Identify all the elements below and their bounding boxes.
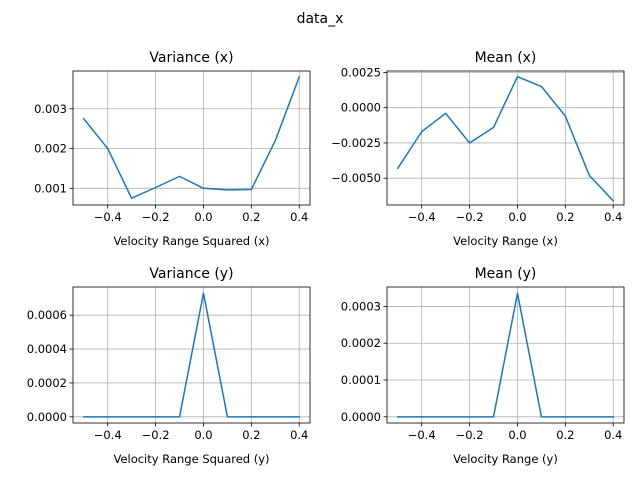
x-tick-label: −0.2 [456,428,484,442]
y-tick-label: 0.0025 [341,65,381,79]
x-tick-label: 0.4 [290,210,308,224]
x-tick-label: 0.2 [556,210,574,224]
x-tick-label: −0.4 [94,210,122,224]
y-tick-label: 0.0001 [341,373,381,387]
x-tick-label: 0.0 [194,210,212,224]
x-tick-label: 0.4 [290,428,308,442]
x-tick-label: −0.4 [94,428,122,442]
chart-title: Variance (y) [149,266,233,282]
axes-frame [72,286,311,424]
y-tick-label: 0.0003 [341,299,381,313]
y-tick-label: 0.0004 [27,342,67,356]
y-tick-label: −0.0050 [331,171,381,185]
figure-suptitle: data_x [297,11,344,27]
x-tick-label: −0.2 [142,428,170,442]
chart-panel-3: −0.4 −0.2 0.0 0.2 0.4 0.0000 0.0002 0.0004 0.000… [27,266,311,466]
x-tick-label: −0.2 [456,210,484,224]
y-tick-label: −0.0025 [331,136,381,150]
x-axis-label: Velocity Range (x) [453,234,558,248]
x-tick-label: −0.4 [408,210,436,224]
x-tick-label: 0.4 [604,210,622,224]
chart-panel-1: −0.4 −0.2 0.0 0.2 0.4 0.001 0.002 0.003 Variance… [34,50,311,248]
y-tick-label: 0.001 [34,181,67,195]
subplot-grid: −0.4 −0.2 0.0 0.2 0.4 0.001 0.002 0.003 Variance… [27,50,625,466]
series-line-1 [396,75,615,202]
x-tick-label: 0.2 [242,428,260,442]
x-axis-label: Velocity Range (y) [453,452,558,466]
y-tick-label: 0.002 [34,142,67,156]
axes-frame [386,286,625,424]
chart-title: Mean (x) [475,50,537,66]
chart-panel-4: −0.4 −0.2 0.0 0.2 0.4 0.0000 0.0001 0.0002 0.000… [341,266,625,466]
y-tick-label: 0.0002 [341,336,381,350]
chart-panel-2: −0.4 −0.2 0.0 0.2 0.4 0.0025 0.0000 −0.0025 −0.0… [331,50,625,248]
x-tick-label: 0.2 [556,428,574,442]
axes-frame [72,70,311,206]
y-tick-label: 0.0006 [27,308,67,322]
series-line-1 [397,292,614,418]
x-tick-label: 0.0 [194,428,212,442]
chart-title: Variance (x) [149,50,233,66]
x-tick-label: 0.2 [242,210,260,224]
x-tick-label: 0.4 [604,428,622,442]
y-tick-label: 0.0002 [27,376,67,390]
x-tick-label: 0.0 [508,428,526,442]
x-tick-label: −0.4 [408,428,436,442]
series-line-1 [82,75,301,199]
x-axis-label: Velocity Range Squared (y) [113,452,269,466]
y-tick-label: 0.0000 [341,101,381,115]
y-tick-label: 0.003 [34,102,67,116]
x-axis-label: Velocity Range Squared (x) [113,234,269,248]
y-tick-label: 0.0000 [341,410,381,424]
x-tick-label: −0.2 [142,210,170,224]
x-tick-label: 0.0 [508,210,526,224]
y-tick-label: 0.0000 [27,410,67,424]
chart-title: Mean (y) [475,266,537,282]
series-line-1 [83,292,300,418]
axes-frame [386,70,625,206]
